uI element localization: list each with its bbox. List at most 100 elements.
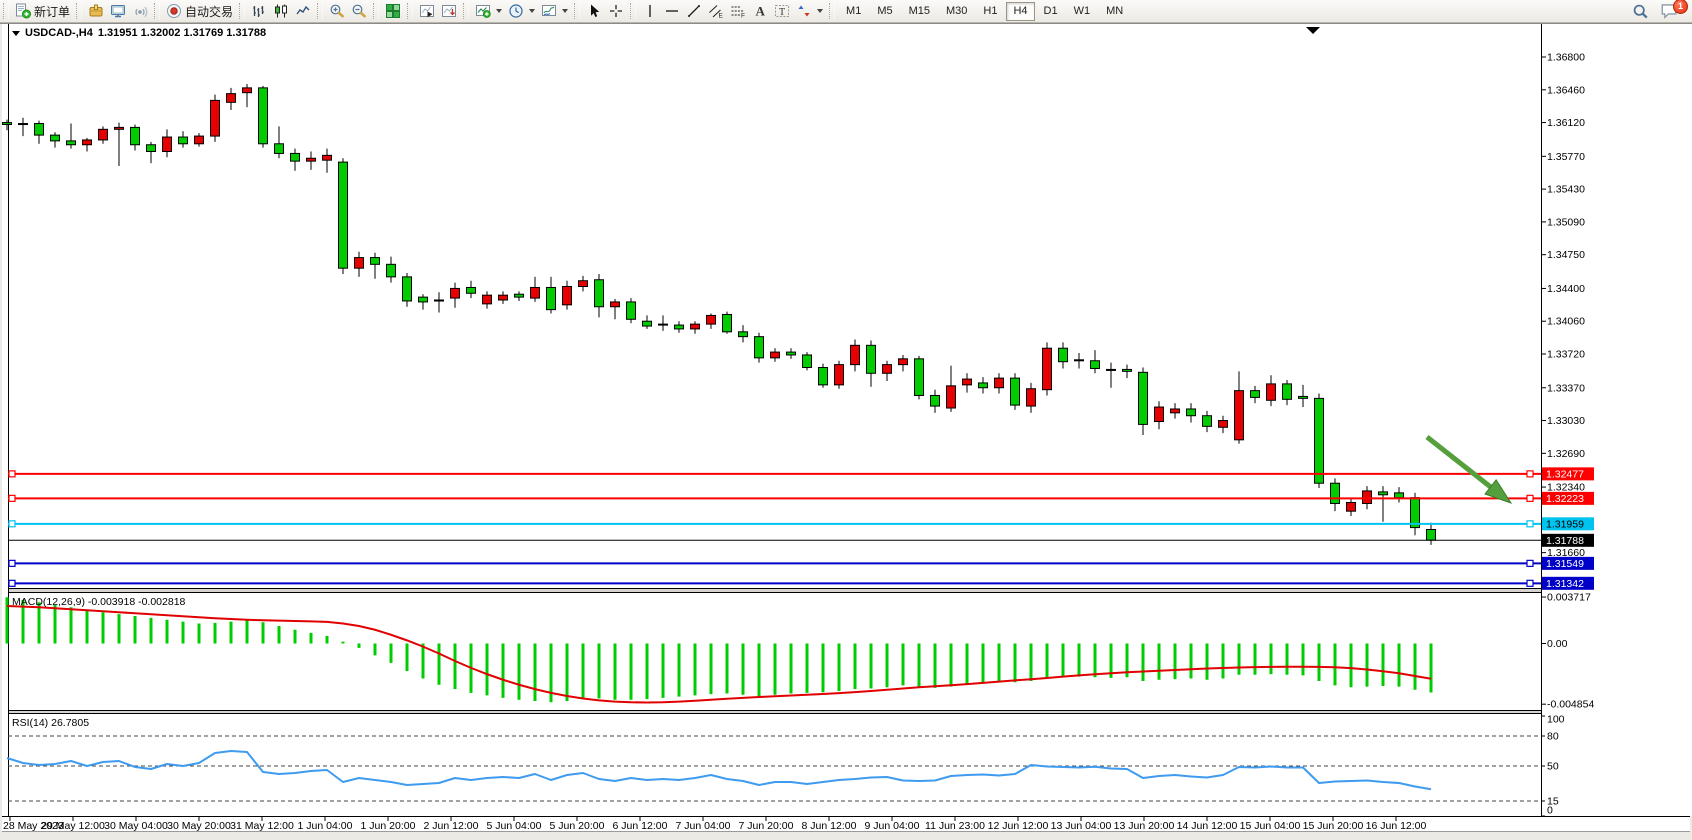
chart-shift-marker[interactable] [1306, 27, 1320, 34]
macd-histogram-bar [805, 643, 809, 693]
svg-text:5 Jun 20:00: 5 Jun 20:00 [550, 820, 605, 832]
svg-text:1 Jun 20:00: 1 Jun 20:00 [361, 820, 416, 832]
symbol-dropdown-icon[interactable] [12, 30, 20, 36]
macd-histogram-bar [69, 607, 73, 644]
line-handle[interactable] [1526, 494, 1534, 502]
line-handle[interactable] [8, 559, 16, 567]
svg-text:1.35430: 1.35430 [1547, 184, 1585, 196]
line-handle[interactable] [8, 520, 16, 528]
text-label-button[interactable]: T [771, 1, 793, 21]
timeframe-h1-button[interactable]: H1 [983, 4, 998, 17]
trendline-button[interactable] [683, 1, 705, 21]
horizontal-line-object[interactable]: 1.32223 [8, 491, 1594, 505]
indicators-button[interactable] [472, 1, 505, 21]
periods-button[interactable] [505, 1, 538, 21]
bar-chart-button[interactable] [248, 1, 270, 21]
line-chart-button[interactable] [292, 1, 314, 21]
line-handle[interactable] [8, 470, 16, 478]
svg-text:1.34750: 1.34750 [1547, 249, 1585, 261]
tile-windows-button[interactable] [382, 1, 404, 21]
macd-histogram-bar [741, 643, 745, 695]
rsi-line [6, 750, 1432, 791]
panel-splitter[interactable] [8, 589, 1541, 593]
horizontal-line-button[interactable] [661, 1, 683, 21]
macd-histogram-bar [677, 643, 681, 697]
fibonacci-button[interactable]: F [727, 1, 749, 21]
macd-histogram-bar [645, 643, 649, 700]
toolbar-group-separator [574, 3, 581, 19]
candle-body-down [626, 301, 636, 320]
chart-shift-button[interactable] [416, 1, 438, 21]
crosshair-icon [610, 5, 623, 17]
toolbar-group-separator [630, 3, 637, 19]
candle-body-up [994, 377, 1004, 389]
zoom-out-button[interactable] [348, 1, 370, 21]
time-axis[interactable] [2, 817, 1690, 831]
line-handle[interactable] [8, 494, 16, 502]
arrows-button-caret-icon[interactable] [817, 9, 824, 13]
macd-histogram-bar [229, 621, 233, 644]
text-button[interactable]: A [749, 1, 771, 21]
line-handle[interactable] [1526, 470, 1534, 478]
horizontal-line-object[interactable]: 1.31549 [8, 556, 1594, 570]
arrows-button[interactable] [793, 1, 826, 21]
new-order-button[interactable]: 新订单 [12, 1, 73, 21]
horizontal-line-object[interactable]: 1.31959 [8, 517, 1594, 531]
timeframe-d1-button[interactable]: D1 [1043, 4, 1058, 17]
templates-button-caret-icon[interactable] [562, 9, 569, 13]
timeframe-h4-button[interactable]: H4 [1006, 1, 1035, 21]
zoom-in-button[interactable] [326, 1, 348, 21]
svg-text:1 Jun 04:00: 1 Jun 04:00 [298, 820, 353, 832]
horizontal-line-object[interactable]: 1.32477 [8, 467, 1594, 481]
svg-text:0.00: 0.00 [1547, 638, 1568, 650]
macd-histogram-bar [581, 643, 585, 700]
price-axis[interactable] [1542, 24, 1692, 816]
new-order-doc-icon [16, 3, 31, 19]
market-watch-button[interactable] [85, 1, 107, 21]
macd-histogram-bar [1413, 643, 1417, 690]
notifications-button[interactable]: 1 [1660, 0, 1688, 21]
autotrading-button[interactable]: 自动交易 [163, 1, 236, 21]
auto-scroll-button[interactable] [438, 1, 460, 21]
macd-histogram-bar [1205, 643, 1209, 680]
indicators-button-caret-icon[interactable] [496, 9, 503, 13]
candle-body-down [338, 161, 348, 269]
timeframe-m1-button[interactable]: M1 [846, 4, 862, 17]
candlestick-chart-button[interactable] [270, 1, 292, 21]
vertical-line-button[interactable] [639, 1, 661, 21]
panel-splitter[interactable] [8, 711, 1541, 714]
macd-histogram-bar [341, 641, 345, 644]
candle-body-down [818, 367, 828, 386]
crosshair-button[interactable] [605, 1, 627, 21]
chart-window-background [2, 23, 1690, 831]
templates-button[interactable] [538, 1, 571, 21]
timeframe-m30-button[interactable]: M30 [946, 4, 968, 17]
line-handle[interactable] [8, 579, 16, 587]
line-handle[interactable] [1526, 559, 1534, 567]
cursor-button[interactable] [583, 1, 605, 21]
signals-button[interactable] [129, 1, 151, 21]
timeframe-mn-button[interactable]: MN [1106, 4, 1124, 17]
candle-body-down [274, 143, 284, 154]
macd-name: MACD(12,26,9) [12, 596, 85, 608]
search-button[interactable] [1629, 1, 1652, 21]
macd-histogram-bar [261, 622, 265, 644]
equidistant-channel-button[interactable]: E [705, 1, 727, 21]
annotation-arrow[interactable] [1425, 435, 1513, 504]
timeframe-w1-button[interactable]: W1 [1073, 4, 1091, 17]
macd-histogram-bar [981, 643, 985, 683]
line-handle[interactable] [1526, 520, 1534, 528]
bid-price-line[interactable]: 1.31788 [8, 533, 1594, 547]
timeframe-m15-button[interactable]: M15 [908, 4, 930, 17]
periods-button-caret-icon[interactable] [529, 9, 536, 13]
profiles-button[interactable] [107, 1, 129, 21]
svg-text:28 May 2023: 28 May 2023 [3, 820, 64, 832]
svg-text:1.31959: 1.31959 [1546, 518, 1584, 530]
candle-body-down [738, 331, 748, 338]
line-handle[interactable] [1526, 579, 1534, 587]
horizontal-line-object[interactable]: 1.31342 [8, 576, 1594, 590]
chart-autoscroll-icon [442, 5, 457, 17]
timeframe-m5-button[interactable]: M5 [877, 4, 893, 17]
fibonacci-icon: F [731, 6, 745, 19]
